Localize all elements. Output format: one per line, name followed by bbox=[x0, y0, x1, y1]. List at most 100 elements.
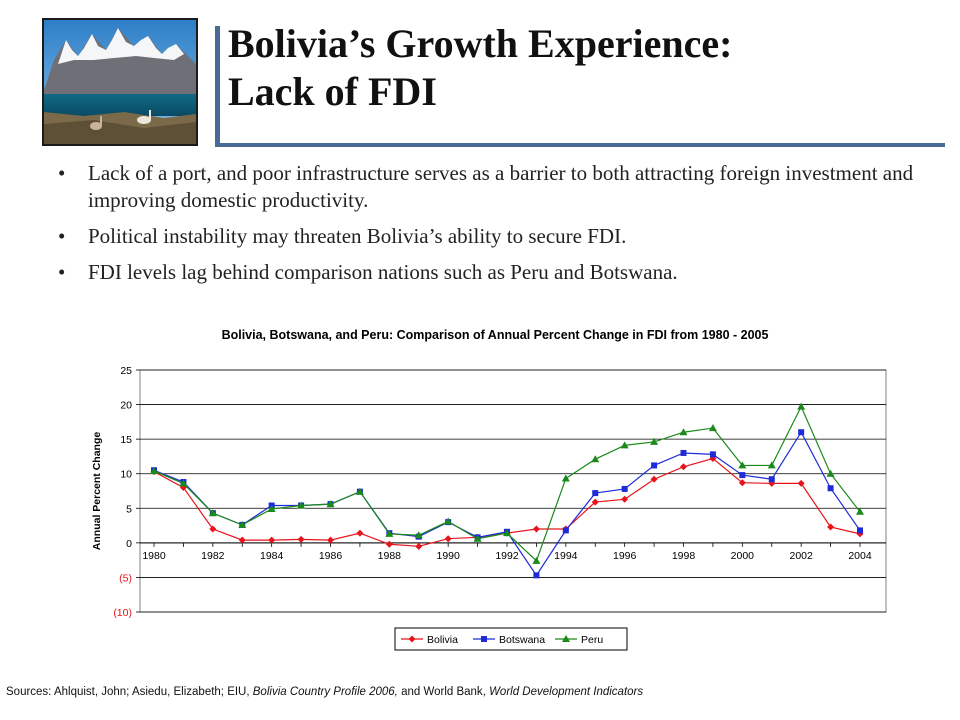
data-point-peru bbox=[738, 461, 747, 469]
data-point-bolivia bbox=[297, 535, 305, 543]
data-point-botswana bbox=[768, 476, 775, 483]
title-accent-bar bbox=[215, 26, 220, 146]
y-tick-label: (5) bbox=[119, 572, 132, 584]
x-tick-label: 2002 bbox=[789, 550, 813, 562]
bullet-text: FDI levels lag behind comparison nations… bbox=[88, 260, 678, 284]
data-point-peru bbox=[708, 424, 717, 432]
data-point-bolivia bbox=[415, 542, 423, 550]
data-point-botswana bbox=[739, 472, 746, 479]
x-tick-label: 1990 bbox=[436, 550, 460, 562]
data-point-bolivia bbox=[827, 523, 835, 531]
fdi-line-chart: Bolivia, Botswana, and Peru: Comparison … bbox=[80, 322, 910, 660]
data-point-peru bbox=[208, 509, 217, 517]
y-tick-label: 0 bbox=[126, 538, 132, 550]
data-point-bolivia bbox=[738, 479, 746, 487]
data-point-bolivia bbox=[238, 536, 246, 544]
source-publication: Bolivia Country Profile 2006, bbox=[252, 686, 398, 698]
data-point-peru bbox=[444, 517, 453, 525]
bullet-glyph: • bbox=[58, 161, 66, 185]
data-point-bolivia bbox=[650, 475, 658, 483]
data-point-peru bbox=[355, 487, 364, 495]
data-point-peru bbox=[679, 428, 688, 436]
bullet-item: • Lack of a port, and poor infrastructure… bbox=[58, 160, 918, 214]
bullet-text: Lack of a port, and poor infrastructure … bbox=[88, 161, 914, 212]
legend-label: Bolivia bbox=[427, 634, 458, 646]
source-middle: and World Bank, bbox=[397, 686, 490, 698]
data-point-peru bbox=[767, 461, 776, 469]
data-point-peru bbox=[650, 437, 659, 445]
chart-title: Bolivia, Botswana, and Peru: Comparison … bbox=[222, 328, 769, 342]
data-point-bolivia bbox=[532, 525, 540, 533]
data-point-bolivia bbox=[385, 540, 393, 548]
data-point-botswana bbox=[680, 449, 687, 456]
data-point-botswana bbox=[562, 527, 569, 534]
data-point-botswana bbox=[857, 527, 863, 534]
data-point-bolivia bbox=[797, 479, 805, 487]
x-tick-label: 1996 bbox=[613, 550, 637, 562]
data-point-bolivia bbox=[591, 498, 599, 506]
x-tick-label: 1986 bbox=[319, 550, 343, 562]
slide-title: Bolivia’s Growth Experience: Lack of FDI bbox=[228, 20, 928, 116]
data-point-botswana bbox=[621, 485, 628, 492]
data-point-peru bbox=[503, 529, 511, 537]
mountain-lake-photo bbox=[42, 18, 198, 146]
source-prefix: Sources: Ahlquist, John; Asiedu, Elizabe… bbox=[6, 686, 253, 698]
legend-label: Peru bbox=[581, 634, 603, 646]
x-tick-label: 1998 bbox=[672, 550, 696, 562]
data-point-peru bbox=[179, 479, 188, 487]
data-point-peru bbox=[414, 531, 423, 539]
y-tick-label: 20 bbox=[120, 400, 132, 412]
y-tick-label: 15 bbox=[120, 434, 132, 446]
data-point-bolivia bbox=[327, 536, 334, 544]
data-point-peru bbox=[797, 402, 806, 410]
data-point-botswana bbox=[592, 490, 599, 497]
data-point-bolivia bbox=[209, 525, 217, 533]
x-tick-label: 1988 bbox=[378, 550, 402, 562]
x-tick-label: 1984 bbox=[260, 550, 284, 562]
y-axis-title: Annual Percent Change bbox=[91, 432, 103, 551]
fdi-chart: Bolivia, Botswana, and Peru: Comparison … bbox=[80, 322, 910, 660]
data-point-bolivia bbox=[268, 536, 276, 544]
data-point-peru bbox=[297, 501, 306, 509]
data-point-peru bbox=[150, 466, 158, 474]
data-point-peru bbox=[532, 556, 541, 564]
legend-marker bbox=[408, 635, 416, 643]
data-point-peru bbox=[267, 504, 276, 512]
data-point-peru bbox=[856, 507, 864, 515]
y-tick-label: (10) bbox=[113, 607, 132, 619]
bullet-glyph: • bbox=[58, 260, 66, 284]
x-tick-label: 1982 bbox=[201, 550, 225, 562]
x-tick-label: 2004 bbox=[848, 550, 872, 562]
data-point-peru bbox=[561, 474, 570, 482]
data-point-bolivia bbox=[444, 535, 452, 543]
data-point-bolivia bbox=[356, 529, 364, 537]
y-tick-label: 25 bbox=[120, 365, 132, 377]
legend-label: Botswana bbox=[499, 634, 545, 646]
data-point-peru bbox=[326, 500, 335, 508]
x-tick-label: 1992 bbox=[495, 550, 519, 562]
bullet-item: • FDI levels lag behind comparison nation… bbox=[58, 259, 918, 286]
slide-title-line-1: Bolivia’s Growth Experience: bbox=[228, 21, 733, 66]
legend-marker bbox=[562, 635, 570, 642]
data-point-bolivia bbox=[179, 484, 187, 492]
data-point-botswana bbox=[827, 485, 834, 492]
data-point-botswana bbox=[533, 572, 540, 579]
data-point-botswana bbox=[798, 429, 805, 436]
sources-note: Sources: Ahlquist, John; Asiedu, Elizabe… bbox=[6, 686, 643, 698]
data-point-bolivia bbox=[680, 463, 687, 471]
x-tick-label: 2000 bbox=[731, 550, 755, 562]
y-tick-label: 5 bbox=[126, 503, 132, 515]
x-tick-label: 1980 bbox=[142, 550, 166, 562]
legend-box bbox=[394, 627, 628, 651]
data-point-peru bbox=[385, 529, 394, 537]
data-point-botswana bbox=[709, 451, 716, 458]
data-point-peru bbox=[238, 520, 247, 528]
data-point-peru bbox=[591, 455, 600, 463]
title-underline bbox=[215, 143, 945, 147]
bullet-glyph: • bbox=[58, 224, 66, 248]
data-point-botswana bbox=[651, 462, 658, 469]
bullet-item: • Political instability may threaten Boli… bbox=[58, 223, 918, 250]
legend-marker bbox=[481, 636, 487, 642]
bullet-text: Political instability may threaten Boliv… bbox=[88, 224, 627, 248]
bullet-list: • Lack of a port, and poor infrastructure… bbox=[58, 160, 918, 295]
